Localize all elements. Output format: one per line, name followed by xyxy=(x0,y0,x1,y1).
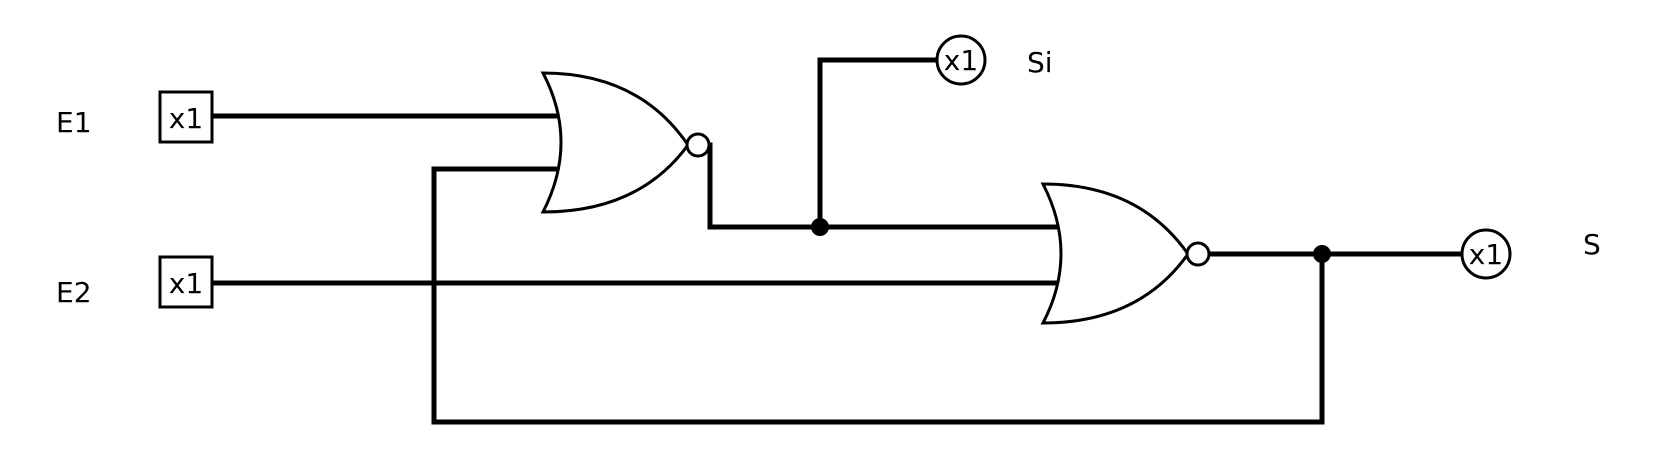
input-box-e1-text: x1 xyxy=(169,102,203,135)
nor-bubble-upper xyxy=(685,132,711,158)
label-si: Si xyxy=(1027,46,1053,79)
label-e1: E1 xyxy=(56,106,92,139)
nor-gate-lower xyxy=(1040,182,1211,325)
output-probe-si: x1 xyxy=(935,34,987,86)
wire-si xyxy=(817,57,943,230)
label-e2: E2 xyxy=(56,276,92,309)
output-probe-s-text: x1 xyxy=(1469,238,1503,271)
output-probe-s: x1 xyxy=(1460,228,1512,280)
junction-dot-upper xyxy=(811,218,829,236)
input-box-e1: x1 xyxy=(158,90,214,144)
output-probe-si-text: x1 xyxy=(944,44,978,77)
nor-bubble-lower xyxy=(1185,241,1211,267)
wire-feedback-upper-input xyxy=(431,166,1325,425)
nor-gate-upper xyxy=(540,71,711,214)
junction-dot-lower xyxy=(1313,245,1331,263)
input-box-e2: x1 xyxy=(158,255,214,309)
label-s: S xyxy=(1583,228,1601,261)
input-box-e2-text: x1 xyxy=(169,267,203,300)
wire-upper-nor-output xyxy=(707,142,1061,230)
